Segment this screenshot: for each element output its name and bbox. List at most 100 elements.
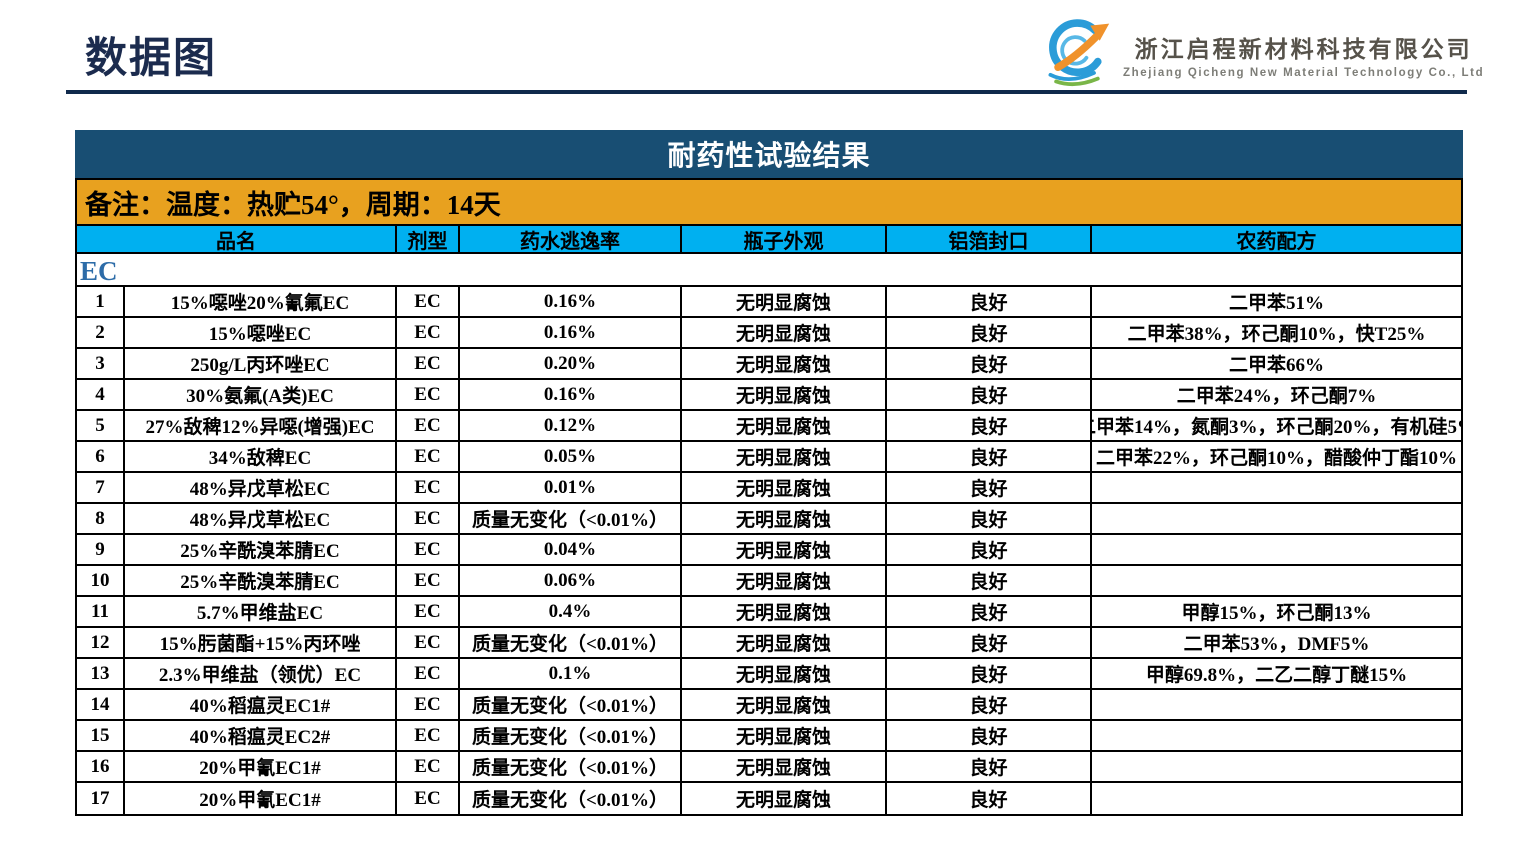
cell-bottle-appearance: 无明显腐蚀 xyxy=(682,504,887,533)
cell-row-number: 6 xyxy=(77,442,125,471)
cell-formulation: EC xyxy=(397,442,460,471)
cell-escape-rate: 质量无变化（<0.01%） xyxy=(460,752,682,781)
cell-bottle-appearance: 无明显腐蚀 xyxy=(682,659,887,688)
cell-formula: 二甲苯66% xyxy=(1228,355,1324,376)
cell-bottle-appearance: 无明显腐蚀 xyxy=(682,535,887,564)
cell-formula xyxy=(1092,783,1461,814)
cell-product-name: 15%噁唑20%氰氟EC xyxy=(125,287,397,316)
remark-bar: 备注：温度：热贮54°，周期：14天 xyxy=(77,180,1461,226)
cell-formula: 二甲苯22%，环己酮10%，醋酸仲丁酯10% xyxy=(1095,448,1457,469)
table-row: 14 40%稻瘟灵EC1# EC 质量无变化（<0.01%） 无明显腐蚀 良好 xyxy=(77,690,1461,721)
cell-product-name: 34%敌稗EC xyxy=(125,442,397,471)
table-row: 11 5.7%甲维盐EC EC 0.4% 无明显腐蚀 良好 甲醇15%，环己酮1… xyxy=(77,597,1461,628)
col-header-foil-seal: 铝箔封口 xyxy=(887,226,1092,253)
cell-foil-seal: 良好 xyxy=(887,380,1092,409)
cell-formulation: EC xyxy=(397,721,460,750)
cell-formulation: EC xyxy=(397,349,460,378)
cell-escape-rate: 0.01% xyxy=(460,473,682,502)
cell-product-name: 30%氨氟(A类)EC xyxy=(125,380,397,409)
cell-bottle-appearance: 无明显腐蚀 xyxy=(682,473,887,502)
cell-row-number: 2 xyxy=(77,318,125,347)
page-title: 数据图 xyxy=(85,33,218,82)
cell-formula: 二甲苯14%，氮酮3%，环己酮20%，有机硅5% xyxy=(1092,417,1461,438)
col-header-formulation: 剂型 xyxy=(397,226,460,253)
cell-bottle-appearance: 无明显腐蚀 xyxy=(682,783,887,814)
cell-row-number: 3 xyxy=(77,349,125,378)
cell-row-number: 14 xyxy=(77,690,125,719)
cell-escape-rate: 0.05% xyxy=(460,442,682,471)
cell-escape-rate: 0.16% xyxy=(460,287,682,316)
cell-escape-rate: 0.12% xyxy=(460,411,682,440)
cell-formulation: EC xyxy=(397,597,460,626)
cell-row-number: 4 xyxy=(77,380,125,409)
table-row: 17 20%甲氰EC1# EC 质量无变化（<0.01%） 无明显腐蚀 良好 xyxy=(77,783,1461,814)
cell-escape-rate: 0.04% xyxy=(460,535,682,564)
cell-formula: 甲醇69.8%，二乙二醇丁醚15% xyxy=(1145,665,1408,686)
company-logo: 浙江启程新材料科技有限公司 Zhejiang Qicheng New Mater… xyxy=(1035,18,1484,90)
cell-product-name: 25%辛酰溴苯腈EC xyxy=(125,535,397,564)
cell-formulation: EC xyxy=(397,628,460,657)
cell-formula xyxy=(1092,752,1461,781)
cell-row-number: 5 xyxy=(77,411,125,440)
cell-formulation: EC xyxy=(397,783,460,814)
cell-row-number: 1 xyxy=(77,287,125,316)
cell-formulation: EC xyxy=(397,473,460,502)
cell-product-name: 250g/L丙环唑EC xyxy=(125,349,397,378)
table-row: 8 48%异戊草松EC EC 质量无变化（<0.01%） 无明显腐蚀 良好 xyxy=(77,504,1461,535)
cell-formulation: EC xyxy=(397,411,460,440)
cell-foil-seal: 良好 xyxy=(887,411,1092,440)
cell-product-name: 15%噁唑EC xyxy=(125,318,397,347)
cell-formula xyxy=(1092,690,1461,719)
cell-product-name: 48%异戊草松EC xyxy=(125,473,397,502)
cell-escape-rate: 质量无变化（<0.01%） xyxy=(460,504,682,533)
table-row: 13 2.3%甲维盐（领优）EC EC 0.1% 无明显腐蚀 良好 甲醇69.8… xyxy=(77,659,1461,690)
company-name-cn: 浙江启程新材料科技有限公司 xyxy=(1134,36,1473,63)
cell-bottle-appearance: 无明显腐蚀 xyxy=(682,318,887,347)
cell-formula: 二甲苯51% xyxy=(1228,293,1324,314)
cell-bottle-appearance: 无明显腐蚀 xyxy=(682,442,887,471)
cell-formulation: EC xyxy=(397,690,460,719)
cell-escape-rate: 质量无变化（<0.01%） xyxy=(460,690,682,719)
company-name-block: 浙江启程新材料科技有限公司 Zhejiang Qicheng New Mater… xyxy=(1123,30,1484,79)
cell-row-number: 15 xyxy=(77,721,125,750)
cell-foil-seal: 良好 xyxy=(887,690,1092,719)
cell-escape-rate: 0.06% xyxy=(460,566,682,595)
group-row-ec: EC xyxy=(77,254,1461,287)
company-name-en: Zhejiang Qicheng New Material Technology… xyxy=(1123,66,1485,79)
table-row: 10 25%辛酰溴苯腈EC EC 0.06% 无明显腐蚀 良好 xyxy=(77,566,1461,597)
cell-foil-seal: 良好 xyxy=(887,473,1092,502)
cell-product-name: 40%稻瘟灵EC1# xyxy=(125,690,397,719)
cell-foil-seal: 良好 xyxy=(887,752,1092,781)
cell-formula: 二甲苯38%，环己酮10%，快T25% xyxy=(1127,324,1426,345)
cell-foil-seal: 良好 xyxy=(887,628,1092,657)
cell-row-number: 17 xyxy=(77,783,125,814)
table-row: 2 15%噁唑EC EC 0.16% 无明显腐蚀 良好 二甲苯38%，环己酮10… xyxy=(77,318,1461,349)
cell-foil-seal: 良好 xyxy=(887,287,1092,316)
cell-product-name: 27%敌稗12%异噁(增强)EC xyxy=(125,411,397,440)
cell-row-number: 7 xyxy=(77,473,125,502)
cell-formula xyxy=(1092,504,1461,533)
cell-bottle-appearance: 无明显腐蚀 xyxy=(682,690,887,719)
cell-escape-rate: 质量无变化（<0.01%） xyxy=(460,783,682,814)
cell-foil-seal: 良好 xyxy=(887,721,1092,750)
cell-formula xyxy=(1092,566,1461,595)
cell-foil-seal: 良好 xyxy=(887,535,1092,564)
table-row: 9 25%辛酰溴苯腈EC EC 0.04% 无明显腐蚀 良好 xyxy=(77,535,1461,566)
cell-bottle-appearance: 无明显腐蚀 xyxy=(682,349,887,378)
cell-foil-seal: 良好 xyxy=(887,783,1092,814)
cell-product-name: 40%稻瘟灵EC2# xyxy=(125,721,397,750)
cell-formula xyxy=(1092,721,1461,750)
cell-formulation: EC xyxy=(397,659,460,688)
cell-product-name: 15%肟菌酯+15%丙环唑 xyxy=(125,628,397,657)
cell-product-name: 20%甲氰EC1# xyxy=(125,752,397,781)
cell-escape-rate: 0.20% xyxy=(460,349,682,378)
cell-product-name: 48%异戊草松EC xyxy=(125,504,397,533)
cell-bottle-appearance: 无明显腐蚀 xyxy=(682,287,887,316)
cell-bottle-appearance: 无明显腐蚀 xyxy=(682,628,887,657)
cell-bottle-appearance: 无明显腐蚀 xyxy=(682,411,887,440)
cell-row-number: 10 xyxy=(77,566,125,595)
col-header-formula: 农药配方 xyxy=(1236,230,1317,253)
cell-product-name: 25%辛酰溴苯腈EC xyxy=(125,566,397,595)
cell-foil-seal: 良好 xyxy=(887,318,1092,347)
